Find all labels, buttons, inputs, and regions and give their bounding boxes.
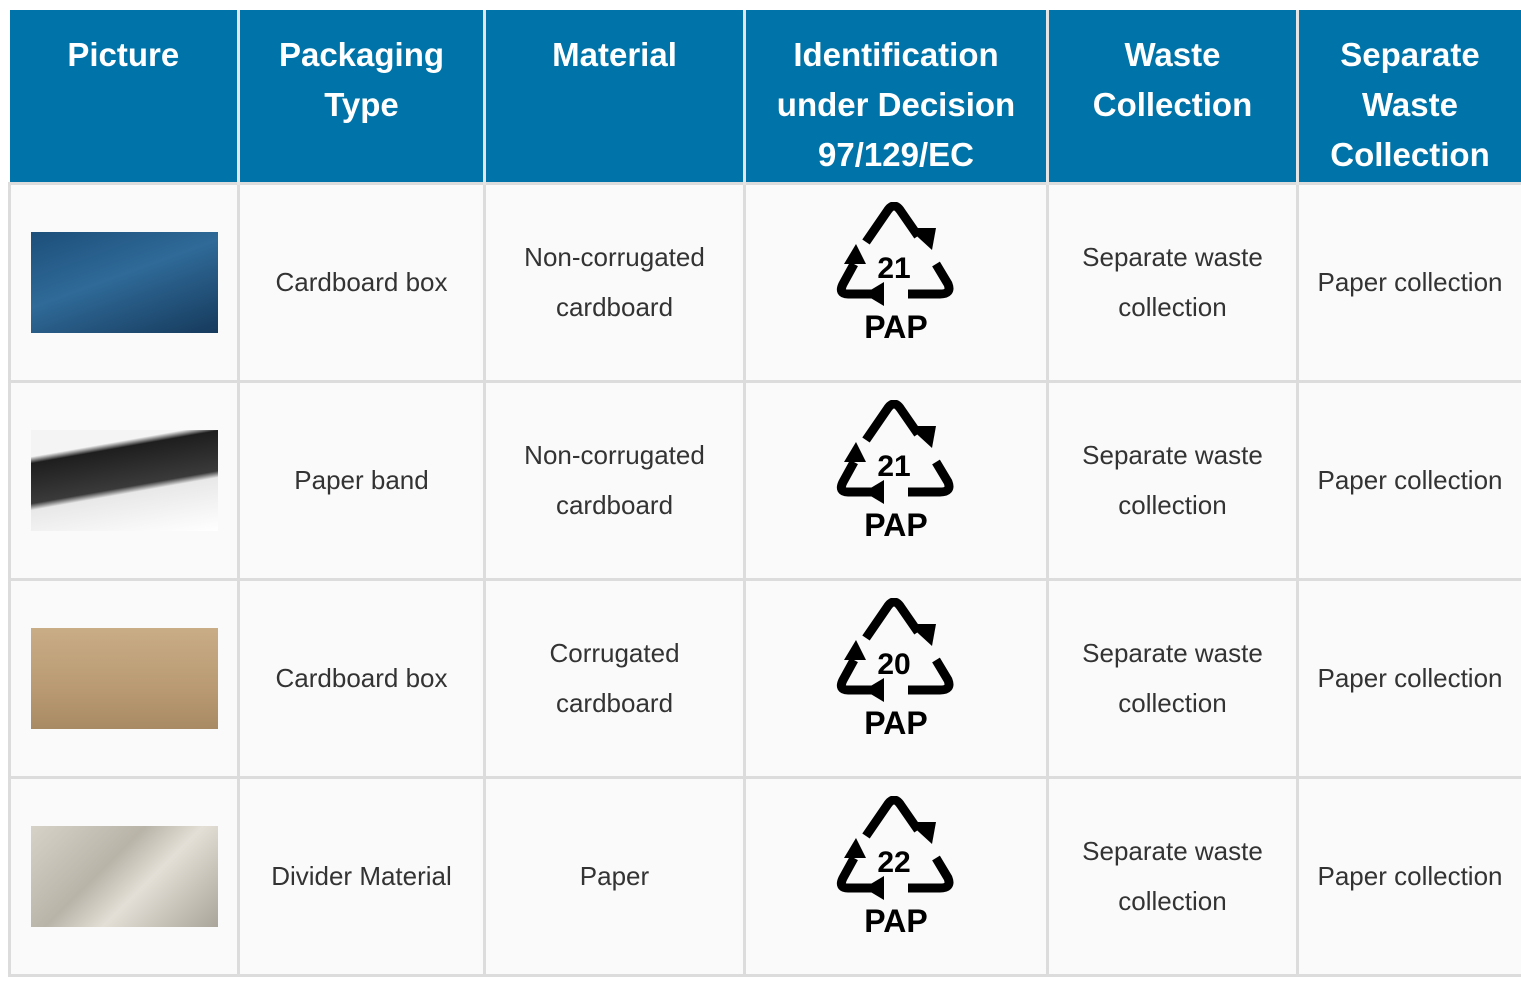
material: Non-corrugated cardboard [485, 183, 745, 381]
header-cell: Identification under Decision 97/129/EC [745, 10, 1048, 183]
recycling-symbol: 20 PAP [836, 598, 956, 743]
recycling-label: PAP [864, 903, 927, 939]
separate-collection: Paper collection [1298, 579, 1521, 777]
arrow-head [844, 244, 866, 264]
arrow-head [844, 640, 866, 660]
arrow-head [864, 480, 884, 504]
product-picture [31, 430, 218, 531]
arrow-head [864, 876, 884, 900]
arrow-head [864, 282, 884, 306]
recycling-code: 21 [877, 252, 910, 285]
waste-collection: Separate waste collection [1048, 183, 1298, 381]
header-cell: Separate Waste Collection [1298, 10, 1521, 183]
packaging-type: Divider Material [239, 777, 485, 975]
waste-collection: Separate waste collection [1048, 579, 1298, 777]
recycling-code: 21 [877, 450, 910, 483]
recycling-symbol: 21 PAP [836, 202, 956, 347]
page: PicturePackaging TypeMaterialIdentificat… [0, 0, 1521, 985]
arrow-head [908, 822, 936, 844]
picture-cell [10, 381, 239, 579]
recycling-code: 20 [877, 648, 910, 681]
recycling-label: PAP [864, 507, 927, 543]
separate-collection: Paper collection [1298, 381, 1521, 579]
packaging-type: Paper band [239, 381, 485, 579]
arrow-head [908, 426, 936, 448]
recycling-symbol: 22 PAP [836, 796, 956, 941]
waste-collection: Separate waste collection [1048, 381, 1298, 579]
packaging-type: Cardboard box [239, 183, 485, 381]
header-cell: Picture [10, 10, 239, 183]
separate-collection: Paper collection [1298, 777, 1521, 975]
material: Corrugated cardboard [485, 579, 745, 777]
material: Non-corrugated cardboard [485, 381, 745, 579]
recycling-code: 22 [877, 846, 910, 879]
picture-cell [10, 183, 239, 381]
picture-cell [10, 579, 239, 777]
arrow-head [844, 442, 866, 462]
material: Paper [485, 777, 745, 975]
header-cell: Packaging Type [239, 10, 485, 183]
header-cell: Waste Collection [1048, 10, 1298, 183]
separate-collection: Paper collection [1298, 183, 1521, 381]
header-cell: Material [485, 10, 745, 183]
recycling-label: PAP [864, 309, 927, 345]
identification-cell: 21 PAP [745, 381, 1048, 579]
identification-cell: 20 PAP [745, 579, 1048, 777]
arrow-head [864, 678, 884, 702]
packaging-type: Cardboard box [239, 579, 485, 777]
identification-cell: 22 PAP [745, 777, 1048, 975]
waste-collection: Separate waste collection [1048, 777, 1298, 975]
arrow-head [844, 838, 866, 858]
arrow-head [908, 228, 936, 250]
arrow-head [908, 624, 936, 646]
product-picture [31, 826, 218, 927]
identification-cell: 21 PAP [745, 183, 1048, 381]
recycling-symbol: 21 PAP [836, 400, 956, 545]
product-picture [31, 628, 218, 729]
recycling-label: PAP [864, 705, 927, 741]
picture-cell [10, 777, 239, 975]
product-picture [31, 232, 218, 333]
